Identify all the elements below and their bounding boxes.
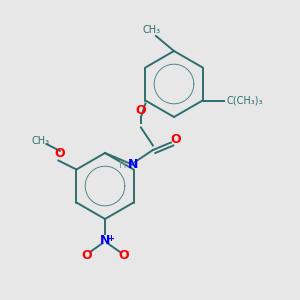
- Text: H: H: [119, 160, 127, 170]
- Text: CH₃: CH₃: [32, 136, 50, 146]
- Text: N: N: [128, 158, 139, 172]
- Text: O: O: [118, 249, 129, 262]
- Text: +: +: [107, 234, 114, 243]
- Text: O: O: [136, 104, 146, 118]
- Text: N: N: [100, 234, 110, 247]
- Text: O: O: [55, 146, 65, 160]
- Text: O: O: [81, 249, 92, 262]
- Text: O: O: [170, 133, 181, 146]
- Text: ⁻: ⁻: [125, 248, 130, 257]
- Text: C(CH₃)₃: C(CH₃)₃: [226, 95, 263, 106]
- Text: ⁻: ⁻: [88, 248, 93, 257]
- Text: CH₃: CH₃: [142, 25, 160, 35]
